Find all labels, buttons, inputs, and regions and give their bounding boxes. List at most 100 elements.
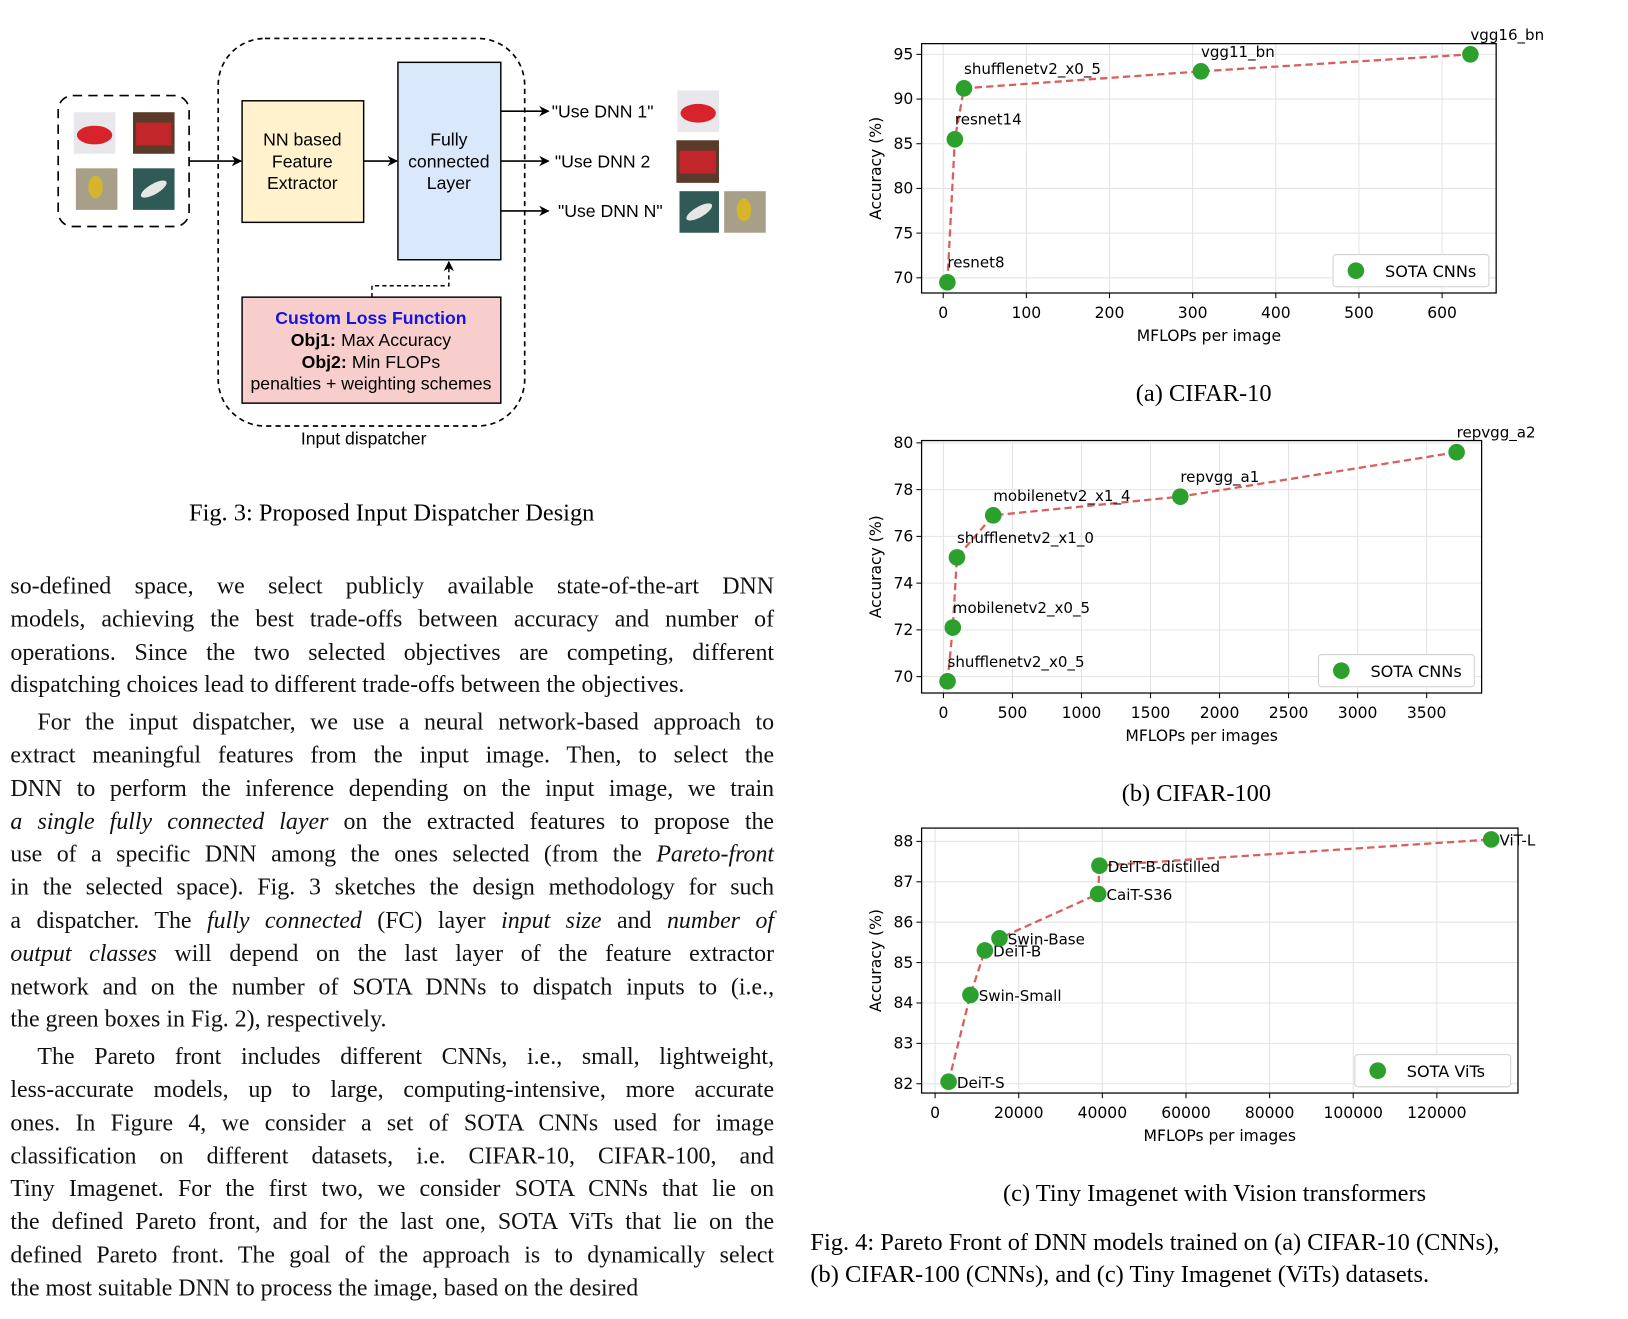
feature-extractor-box <box>241 100 365 224</box>
objective-text: Min FLOPs <box>352 352 440 372</box>
body-text: so-defined space, we select publicly ava… <box>10 569 774 1304</box>
data-point <box>1091 857 1108 874</box>
x-tick-label: 400 <box>1261 304 1291 322</box>
text-run: a single fully connected layer <box>10 807 329 834</box>
paragraph: For the input dispatcher, we use a neura… <box>10 706 774 1036</box>
box-label: connected <box>408 151 489 171</box>
data-point <box>1482 831 1500 848</box>
y-tick-label: 86 <box>893 913 913 931</box>
point-label: repvgg_a2 <box>1457 424 1536 443</box>
point-label: mobilenetv2_x0_5 <box>953 599 1090 618</box>
text-run: a dispatcher. The <box>10 907 207 933</box>
text-line: so-defined space, we select publicly ava… <box>10 569 774 602</box>
text-line: less-accurate models, up to large, compu… <box>10 1073 774 1106</box>
y-tick-label: 90 <box>893 90 913 108</box>
trend-line <box>946 451 1457 682</box>
legend-box <box>1354 1054 1512 1088</box>
x-tick-label: 300 <box>1178 304 1208 322</box>
text-run: defined Pareto front. The goal of the ap… <box>10 1241 775 1268</box>
text-run: extract meaningful features from the inp… <box>10 741 775 768</box>
paragraph: so-defined space, we select publicly ava… <box>10 569 774 701</box>
text-run: ones. In Figure 4, we consider a set of … <box>10 1109 775 1136</box>
x-tick-label: 20000 <box>994 1104 1044 1122</box>
text-run: DNN to perform the inference depending o… <box>10 774 775 801</box>
data-point <box>1462 46 1479 63</box>
text-run: For the input dispatcher, we use a neura… <box>37 708 775 735</box>
data-point <box>940 1073 957 1091</box>
data-point <box>944 619 962 636</box>
text-run: Tiny Imagenet. For the first two, we con… <box>10 1175 775 1202</box>
text-run: (FC) layer <box>361 907 502 933</box>
x-tick-label: 100 <box>1011 304 1041 322</box>
data-point <box>984 507 1002 524</box>
point-label: Swin-Base <box>1008 931 1085 949</box>
data-point <box>1448 443 1465 461</box>
image-ship-shape <box>140 180 167 198</box>
data-point <box>1192 63 1210 80</box>
text-run: number of <box>666 907 775 933</box>
data-point <box>946 130 964 148</box>
x-tick-label: 40000 <box>1078 1104 1128 1122</box>
point-label: DeiT-B <box>993 943 1041 961</box>
legend-label: SOTA ViTs <box>1407 1062 1485 1081</box>
x-tick-label: 0 <box>938 704 948 722</box>
text-line: use of a specific DNN among the ones sel… <box>10 838 774 871</box>
text-line: DNN to perform the inference depending o… <box>10 772 774 805</box>
dispatcher-container <box>217 37 526 427</box>
point-label: DeiT-B-distilled <box>1108 858 1220 876</box>
data-point <box>955 80 973 97</box>
y-tick-label: 84 <box>893 994 913 1012</box>
text-line: the most suitable DNN to process the ima… <box>10 1271 774 1304</box>
image-truck-shape <box>136 122 172 146</box>
x-axis-label: MFLOPs per images <box>1144 1127 1296 1145</box>
legend-marker <box>1369 1062 1387 1080</box>
text-line: The Pareto front includes different CNNs… <box>10 1040 774 1073</box>
image-truck-shape <box>679 150 716 174</box>
loss-note: penalties + weighting schemes <box>250 374 491 394</box>
point-label: mobilenetv2_x1_4 <box>993 487 1130 506</box>
text-run: the green boxes in Fig. 2), respectively… <box>10 1006 387 1033</box>
image-car-shape <box>680 103 716 123</box>
point-label: Swin-Small <box>979 987 1062 1005</box>
text-line: in the selected space). Fig. 3 sketches … <box>10 871 774 904</box>
text-line: Tiny Imagenet. For the first two, we con… <box>10 1172 774 1205</box>
y-tick-label: 85 <box>893 954 913 972</box>
point-label: repvgg_a1 <box>1180 468 1259 487</box>
chart-caption: (b) CIFAR-100 <box>1122 780 1271 807</box>
figure-caption: (b) CIFAR-100 (CNNs), and (c) Tiny Image… <box>810 1261 1429 1288</box>
x-tick-label: 500 <box>1344 304 1374 322</box>
text-run: use of a specific DNN among the ones sel… <box>10 840 657 867</box>
input-images <box>73 112 175 210</box>
data-point <box>948 549 966 566</box>
box-label: NN based <box>263 129 342 149</box>
output-images <box>676 90 766 233</box>
text-run: so-defined space, we select publicly ava… <box>10 572 775 599</box>
point-label: shufflenetv2_x0_5 <box>948 653 1085 672</box>
x-tick-label: 2500 <box>1269 704 1309 722</box>
y-tick-label: 88 <box>893 833 913 851</box>
chart: 70 72 74 76 78 80 0 500 1000 1500 2000 2500 3000 3500… <box>867 424 1536 807</box>
x-tick-label: 3000 <box>1338 704 1378 722</box>
y-tick-label: 76 <box>893 528 913 546</box>
objective-label: Obj1: <box>291 330 336 350</box>
box-label: Extractor <box>267 173 338 193</box>
y-tick-label: 78 <box>893 481 913 499</box>
objective-label: Obj2: <box>302 352 347 372</box>
text-run: dispatching choices lead to different tr… <box>10 671 685 698</box>
y-tick-label: 75 <box>893 224 913 242</box>
x-tick-label: 0 <box>938 304 948 322</box>
legend-label: SOTA CNNs <box>1370 662 1461 681</box>
plot-frame <box>920 439 1483 694</box>
text-run: operations. Since the two selected objec… <box>10 638 775 665</box>
data-point <box>939 273 956 291</box>
y-tick-label: 70 <box>893 269 913 287</box>
x-tick-label: 3500 <box>1407 704 1447 722</box>
point-label: shufflenetv2_x0_5 <box>964 60 1101 79</box>
text-run: fully connected <box>206 907 362 933</box>
fc-layer-box <box>397 61 502 261</box>
text-line: the green boxes in Fig. 2), respectively… <box>10 1003 774 1036</box>
x-tick-label: 600 <box>1427 304 1457 322</box>
chart-caption: (a) CIFAR-10 <box>1136 380 1272 407</box>
figure-caption: Fig. 4: Pareto Front of DNN models train… <box>810 1229 1499 1256</box>
